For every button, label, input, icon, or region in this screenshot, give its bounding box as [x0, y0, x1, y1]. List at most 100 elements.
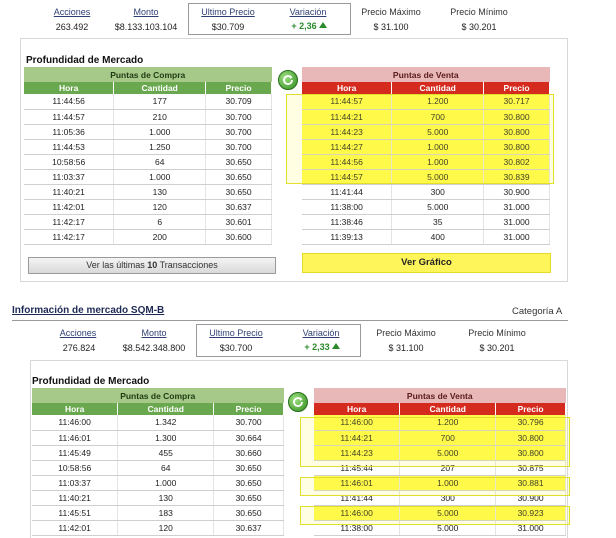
buy-table: Puntas de Compra Hora Cantidad Precio 11… — [24, 67, 272, 245]
cantidad-cell: 1.300 — [117, 430, 215, 446]
hora-cell: 11:46:00 — [32, 415, 119, 431]
table-row: 11:44:27 1.000 30.800 — [302, 139, 550, 155]
monto-label[interactable]: Monto — [141, 328, 167, 338]
hora-cell: 11:05:36 — [24, 124, 115, 140]
precio-cell: 30.650 — [205, 154, 272, 170]
hora-cell: 11:41:44 — [302, 184, 393, 200]
sell-table-title: Puntas de Venta — [314, 388, 566, 403]
sell-table: Puntas de Venta Hora Cantidad Precio 11:… — [302, 67, 550, 245]
table-row: 11:41:44 300 30.900 — [302, 184, 550, 200]
highlight-box — [300, 506, 570, 525]
precio-cell: 30.709 — [205, 94, 272, 110]
acciones-label[interactable]: Acciones — [53, 7, 91, 17]
hora-cell: 11:42:01 — [32, 520, 119, 536]
precio-maximo-label: Precio Máximo — [376, 328, 436, 338]
precio-cell: 31.000 — [483, 214, 550, 230]
precio-maximo-value: $ 31.100 — [373, 22, 409, 32]
table-row: 11:45:44 207 30.875 — [314, 460, 566, 476]
col-precio: Precio — [483, 82, 550, 94]
cantidad-cell: 6 — [113, 214, 207, 230]
col-hora: Hora — [32, 403, 119, 415]
cantidad-cell: 64 — [117, 460, 215, 476]
cantidad-cell: 1.000 — [391, 139, 485, 155]
cantidad-cell: 177 — [113, 94, 207, 110]
summary-frame — [30, 360, 568, 538]
precio-cell: 30.700 — [213, 415, 284, 431]
cantidad-cell: 5.000 — [391, 199, 485, 215]
cantidad-cell: 120 — [117, 520, 215, 536]
precio-cell: 30.650 — [205, 184, 272, 200]
variacion-label[interactable]: Variación — [302, 328, 340, 338]
table-row: 11:46:01 1.300 30.664 — [32, 430, 284, 446]
cantidad-cell: 5.000 — [399, 520, 497, 536]
cantidad-cell: 1.000 — [113, 124, 207, 140]
col-precio: Precio — [213, 403, 284, 415]
view-transactions-button[interactable]: Ver las últimas 10 Transacciones — [28, 257, 276, 274]
table-row: 10:58:56 64 30.650 — [32, 460, 284, 476]
hora-cell: 11:45:51 — [32, 505, 119, 521]
precio-minimo-value: $ 30.201 — [479, 343, 515, 353]
col-cantidad: Cantidad — [117, 403, 215, 415]
variacion-value-wrap: + 2,36 — [278, 21, 340, 31]
cantidad-cell: 1.200 — [399, 415, 497, 431]
precio-minimo-label: Precio Mínimo — [450, 7, 508, 17]
hora-cell: 11:40:21 — [32, 490, 119, 506]
variacion-label[interactable]: Variación — [289, 7, 327, 17]
col-cantidad: Cantidad — [399, 403, 497, 415]
precio-cell: 30.875 — [495, 460, 566, 476]
precio-cell: 30.601 — [205, 214, 272, 230]
table-row: 11:38:00 5.000 31.000 — [314, 520, 566, 536]
ultimo-precio-value: $30.700 — [219, 343, 253, 353]
btn-trans-pre: Ver las últimas — [86, 260, 148, 270]
table-row: 11:38:00 5.000 31.000 — [302, 199, 550, 215]
sell-table-title: Puntas de Venta — [302, 67, 550, 82]
table-row: 11:03:37 1.000 30.650 — [24, 169, 272, 185]
precio-cell: 31.000 — [495, 520, 566, 536]
table-row: 11:39:13 400 31.000 — [302, 229, 550, 245]
precio-cell: 30.637 — [213, 520, 284, 536]
cantidad-cell: 1.000 — [113, 169, 207, 185]
cantidad-cell: 210 — [113, 109, 207, 125]
precio-cell: 30.700 — [205, 109, 272, 125]
hora-cell: 11:41:44 — [314, 490, 401, 506]
col-cantidad: Cantidad — [113, 82, 207, 94]
buy-table: Puntas de Compra Hora Cantidad Precio 11… — [32, 388, 284, 536]
precio-cell: 30.650 — [213, 505, 284, 521]
hora-cell: 11:42:17 — [24, 229, 115, 245]
hora-cell: 11:40:21 — [24, 184, 115, 200]
cantidad-cell: 5.000 — [399, 505, 497, 521]
cantidad-cell: 1.000 — [117, 475, 215, 491]
monto-label[interactable]: Monto — [133, 7, 159, 17]
table-row: 11:40:21 130 30.650 — [24, 184, 272, 200]
info-title[interactable]: Información de mercado SQM-B — [12, 305, 165, 316]
cantidad-cell: 1.000 — [399, 475, 497, 491]
precio-cell: 30.650 — [213, 490, 284, 506]
refresh-icon[interactable] — [288, 392, 308, 412]
depth-title: Profundidad de Mercado — [32, 376, 150, 387]
table-row: 11:44:57 1.200 30.717 — [302, 94, 550, 110]
precio-cell: 30.800 — [483, 139, 550, 155]
hora-cell: 11:46:00 — [314, 505, 401, 521]
bottom-market-panel: Información de mercado SQM-B Categoría A… — [0, 300, 616, 538]
last-price-box — [196, 324, 361, 357]
refresh-icon[interactable] — [278, 70, 298, 90]
cantidad-cell: 200 — [113, 229, 207, 245]
precio-cell: 30.700 — [205, 124, 272, 140]
precio-cell: 30.900 — [495, 490, 566, 506]
precio-cell: 30.881 — [495, 475, 566, 491]
table-row: 11:05:36 1.000 30.700 — [24, 124, 272, 140]
btn-trans-num: 10 — [147, 260, 158, 270]
ultimo-precio-label[interactable]: Ultimo Precio — [209, 328, 263, 338]
acciones-label[interactable]: Acciones — [59, 328, 97, 338]
view-chart-button[interactable]: Ver Gráfico — [302, 253, 551, 273]
depth-title: Profundidad de Mercado — [26, 55, 144, 66]
precio-cell: 31.000 — [483, 229, 550, 245]
table-row: 11:46:01 1.000 30.881 — [314, 475, 566, 491]
hora-cell: 11:03:37 — [32, 475, 119, 491]
variacion-value-wrap: + 2,33 — [290, 342, 354, 352]
precio-cell: 30.660 — [213, 445, 284, 461]
ultimo-precio-label[interactable]: Ultimo Precio — [201, 7, 255, 17]
hora-cell: 11:38:00 — [314, 520, 401, 536]
precio-cell: 30.637 — [205, 199, 272, 215]
hora-cell: 10:58:56 — [32, 460, 119, 476]
